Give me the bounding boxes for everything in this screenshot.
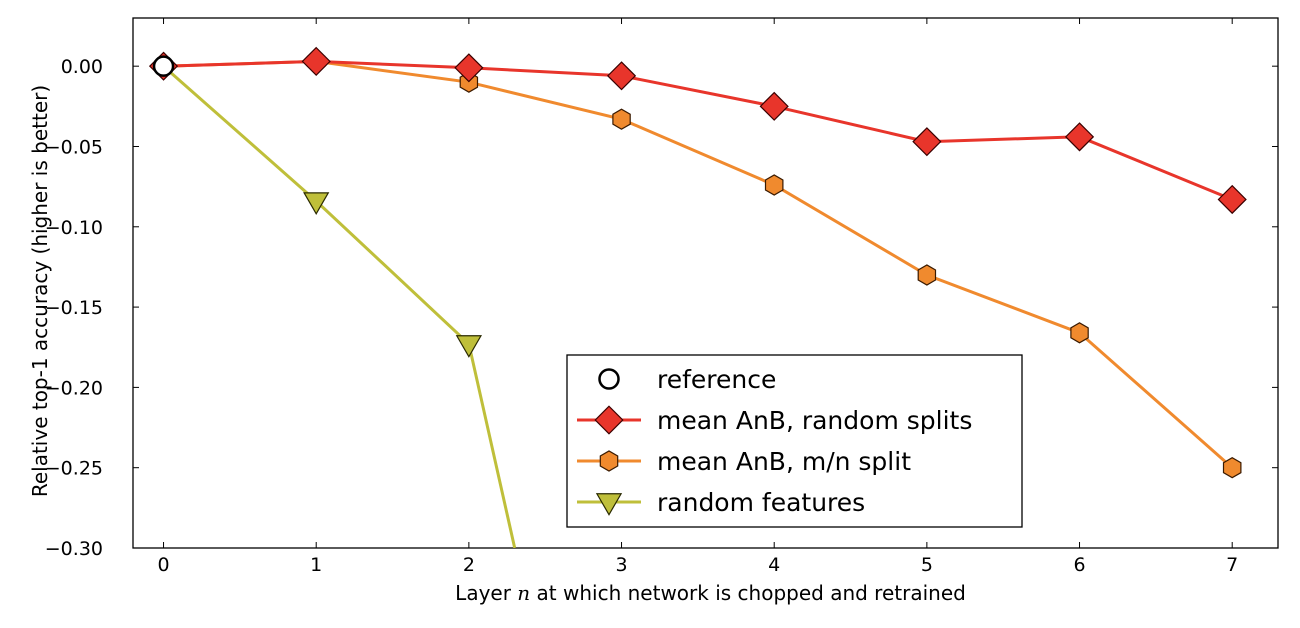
y-axis-label: Relative top-1 accuracy (higher is bette… [28,85,52,497]
legend-label-random-features: random features [657,488,865,517]
legend-marker-mean-anb-m-n-split [599,450,619,472]
data-point-mean-anb-random-splits [606,61,637,91]
legend-marker-random-features [595,493,623,516]
y-tick-label: 0.00 [61,56,103,78]
x-axis-label-part: Layer [455,581,517,605]
y-tick-label: −0.15 [45,297,103,319]
x-tick-label: 0 [157,554,169,576]
y-tick-label: −0.30 [45,538,103,560]
data-point-mean-anb-random-splits [759,91,789,121]
legend: reference mean AnB, random splits mean AnB… [566,354,1023,528]
y-tick-label: −0.10 [45,217,103,239]
x-tick-label: 3 [615,554,627,576]
y-tick-label: −0.25 [45,458,103,480]
series-line-mean-anb-m-n-split [163,59,1234,469]
data-point-mean-anb-random-splits [454,53,484,83]
series-line-mean-anb-random-splits [163,59,1233,201]
y-tick-label: −0.05 [45,136,103,158]
x-axis-label-variable: n [517,581,530,605]
data-point-mean-anb-m-n-split [1070,322,1089,344]
plot-area [162,59,1234,548]
x-tick-label: 4 [768,554,780,576]
x-tick-label: 2 [463,554,475,576]
plot-frame [132,17,1279,549]
legend-marker-mean-anb-random-splits [594,405,624,435]
data-point-mean-anb-m-n-split [1222,457,1242,479]
data-point-random-features [303,192,330,215]
y-tick-label: −0.20 [45,377,103,399]
x-axis-label-part: at which network is chopped and retraine… [530,581,966,605]
series-line-random-features [162,65,517,548]
data-point-mean-anb-random-splits [912,127,942,157]
legend-label-reference: reference [657,365,776,394]
x-tick-label: 6 [1073,554,1085,576]
data-point-mean-anb-m-n-split [764,174,784,196]
x-axis-label: Layer n at which network is chopped and … [455,581,966,605]
legend-marker-reference [598,368,620,390]
x-tick-label: 7 [1226,554,1238,576]
data-point-mean-anb-random-splits [301,46,331,76]
data-point-mean-anb-m-n-split [612,108,631,130]
data-point-mean-anb-m-n-split [917,264,937,286]
legend-box [566,354,1023,528]
data-point-mean-anb-random-splits [1217,184,1247,215]
x-tick-label: 5 [921,554,933,576]
x-tick-label: 1 [310,554,322,576]
data-point-random-features [455,335,483,358]
data-point-mean-anb-random-splits [1064,122,1095,152]
data-point-reference [152,55,175,77]
legend-label-mean-anb-m-n-split: mean AnB, m/n split [657,447,911,476]
legend-label-mean-anb-random-splits: mean AnB, random splits [657,406,972,435]
